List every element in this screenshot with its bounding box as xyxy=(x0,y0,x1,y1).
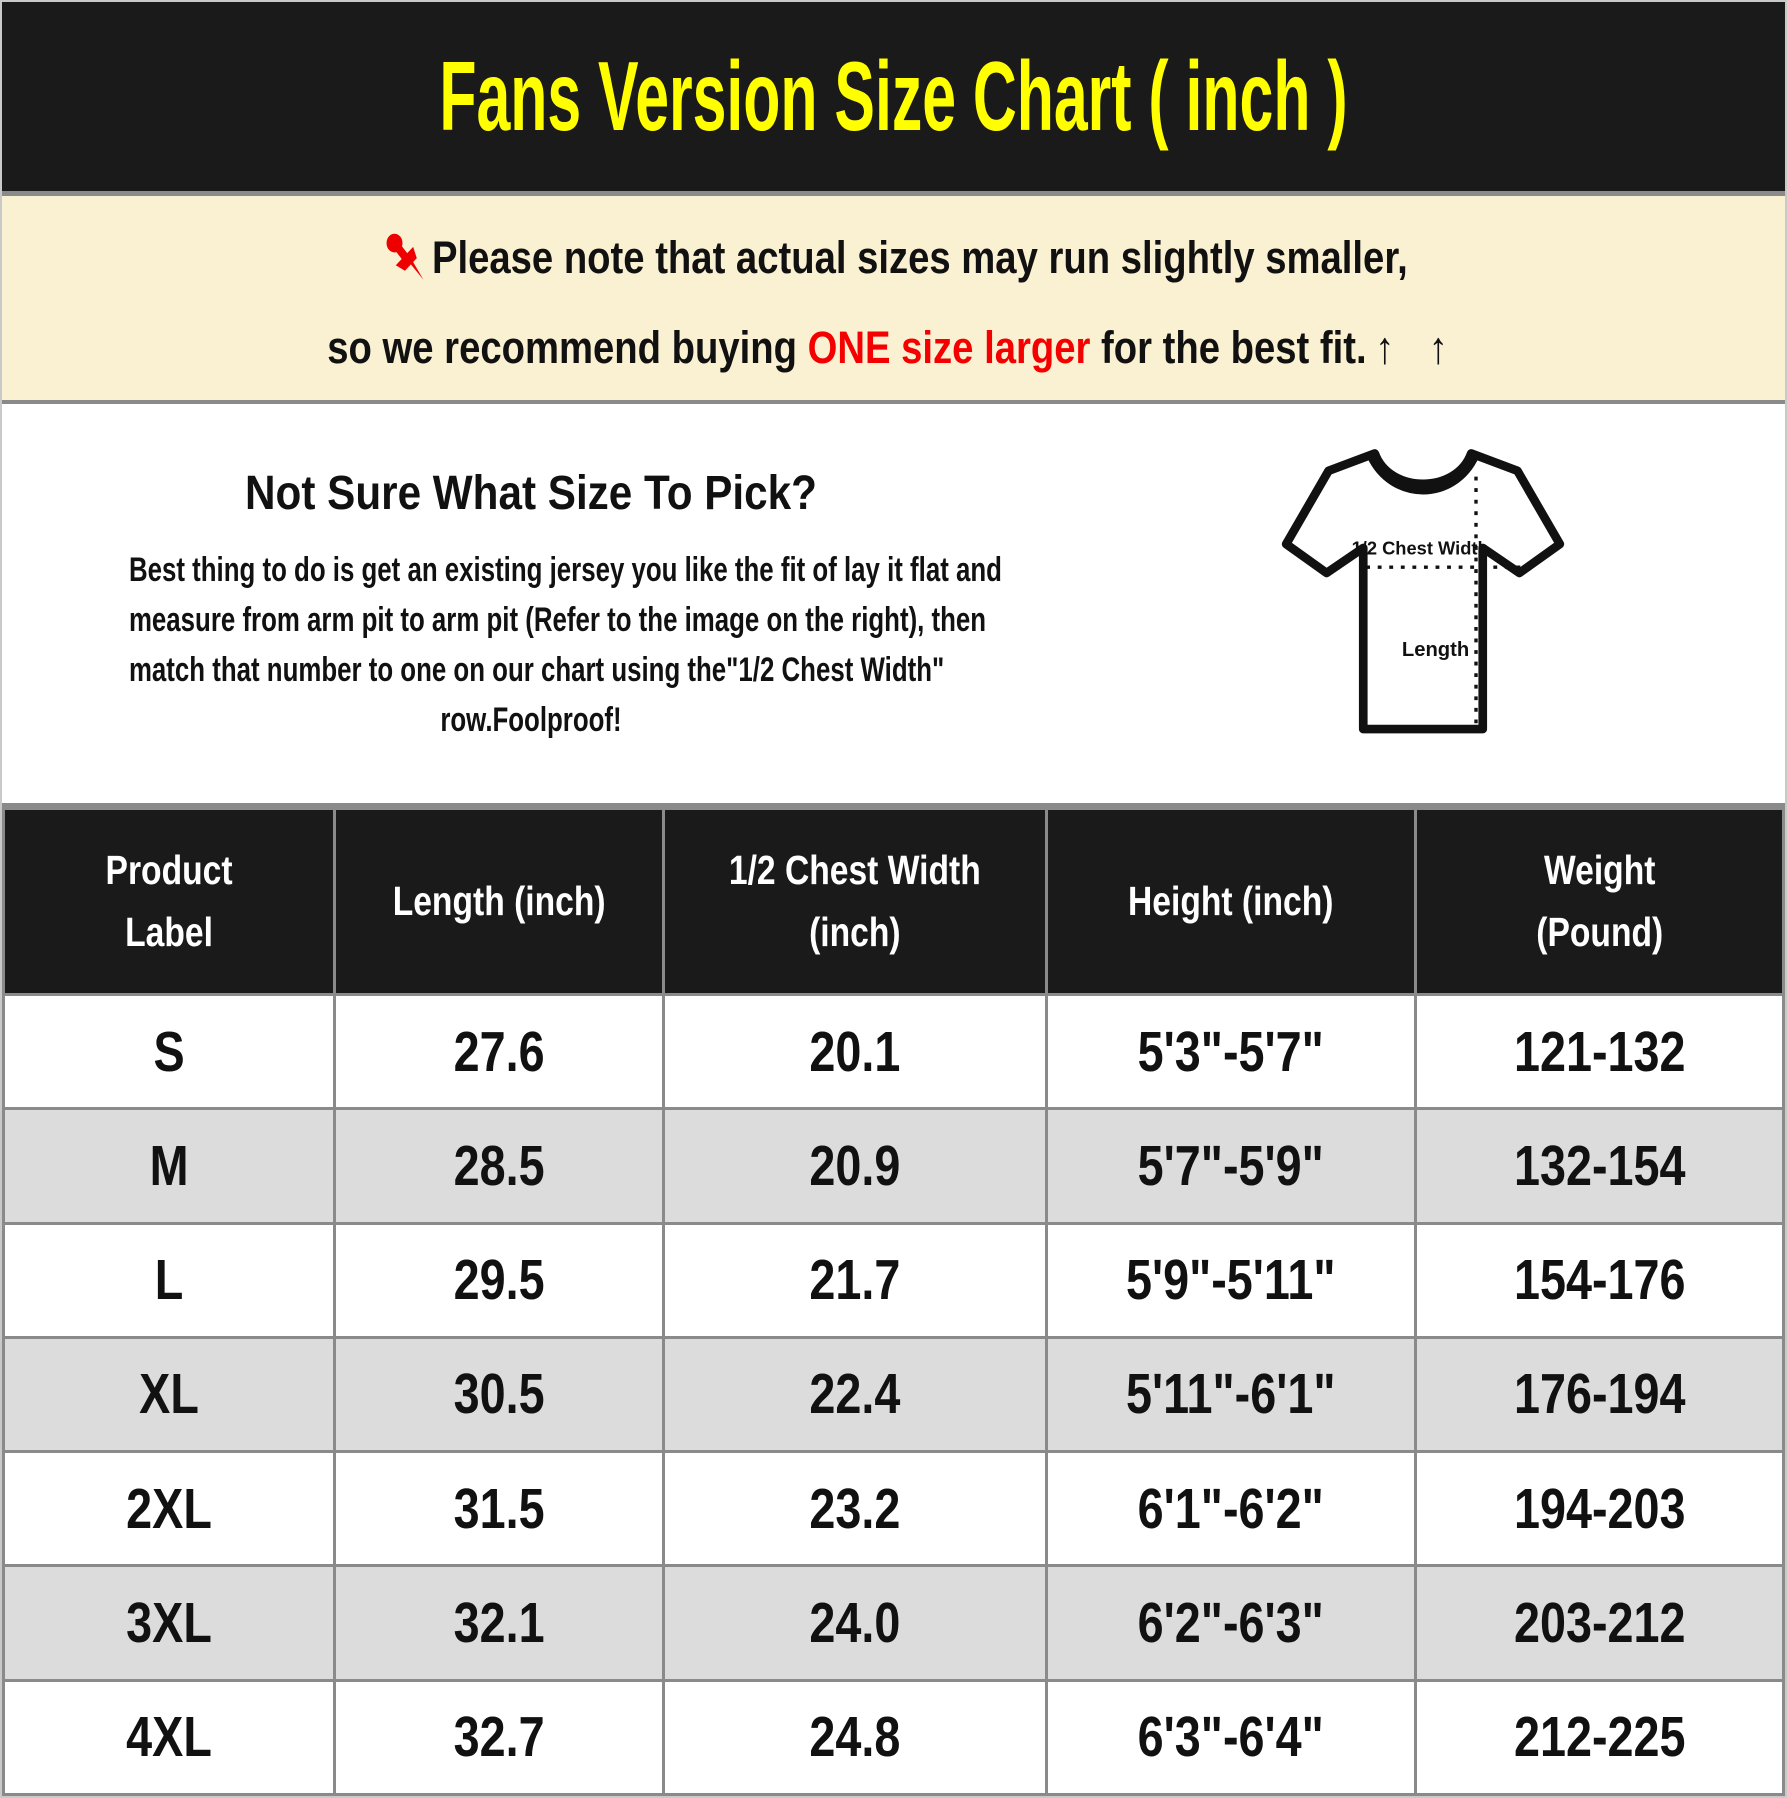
note-line-1: Please note that actual sizes may run sl… xyxy=(136,227,1652,287)
size-value-cell: 6'1"-6'2" xyxy=(1045,1450,1417,1568)
size-value-cell: 28.5 xyxy=(333,1107,666,1225)
note-line-2-prefix: so we recommend buying xyxy=(327,321,808,373)
size-value-cell: 20.9 xyxy=(662,1107,1049,1225)
size-value-cell: 5'11"-6'1" xyxy=(1045,1335,1417,1454)
size-label-cell: 2XL xyxy=(2,1450,337,1568)
size-value-cell: 32.1 xyxy=(333,1564,666,1682)
size-guide-text-line: measure from arm pit to arm pit (Refer t… xyxy=(128,601,987,639)
size-value-cell: 212-225 xyxy=(1413,1678,1785,1796)
one-size-larger-highlight: ONE size larger xyxy=(807,321,1091,373)
note-line-2: so we recommend buying ONE size larger f… xyxy=(136,325,1652,370)
size-guide-section: Not Sure What Size To Pick? Best thing t… xyxy=(2,404,1785,807)
size-guide-text-line: Best thing to do is get an existing jers… xyxy=(128,551,1002,589)
chest-width-label: 1/2 Chest Width xyxy=(1351,538,1488,559)
size-label-cell: M xyxy=(2,1107,337,1225)
note-line-2-suffix: for the best fit. xyxy=(1090,321,1367,373)
size-guide-text-block: Not Sure What Size To Pick? Best thing t… xyxy=(2,404,1060,803)
table-row: 3XL 32.1 24.0 6'2"-6'3" 203-212 xyxy=(2,1564,1785,1682)
column-header: Weight (Pound) xyxy=(1413,807,1785,996)
size-value-cell: 27.6 xyxy=(333,992,666,1111)
pushpin-icon xyxy=(379,227,430,287)
tshirt-diagram-area: 1/2 Chest Width Length xyxy=(1060,404,1785,803)
size-value-cell: 20.1 xyxy=(662,992,1049,1111)
size-value-cell: 24.0 xyxy=(662,1564,1049,1682)
size-label-cell: L xyxy=(2,1221,337,1339)
size-value-cell: 21.7 xyxy=(662,1221,1049,1339)
length-label: Length xyxy=(1401,639,1468,661)
size-value-cell: 29.5 xyxy=(333,1221,666,1339)
size-label-cell: 4XL xyxy=(2,1678,337,1796)
size-value-cell: 176-194 xyxy=(1413,1335,1785,1454)
table-row: S 27.6 20.1 5'3"-5'7" 121-132 xyxy=(2,992,1785,1111)
size-guide-text-line: row.Foolproof! xyxy=(440,701,622,739)
table-row: 2XL 31.5 23.2 6'1"-6'2" 194-203 xyxy=(2,1450,1785,1568)
size-value-cell: 6'3"-6'4" xyxy=(1045,1678,1417,1796)
size-value-cell: 22.4 xyxy=(662,1335,1049,1454)
table-row: L 29.5 21.7 5'9"-5'11" 154-176 xyxy=(2,1221,1785,1339)
size-value-cell: 32.7 xyxy=(333,1678,666,1796)
size-guide-heading: Not Sure What Size To Pick? xyxy=(245,467,817,520)
size-value-cell: 5'7"-5'9" xyxy=(1045,1107,1417,1225)
table-row: M 28.5 20.9 5'7"-5'9" 132-154 xyxy=(2,1107,1785,1225)
size-table: Product Label Length (inch) 1/2 Chest Width… xyxy=(2,807,1785,1796)
size-value-cell: 6'2"-6'3" xyxy=(1045,1564,1417,1682)
table-row: 4XL 32.7 24.8 6'3"-6'4" 212-225 xyxy=(2,1678,1785,1796)
column-header: Height (inch) xyxy=(1045,807,1417,996)
size-value-cell: 5'3"-5'7" xyxy=(1045,992,1417,1111)
title-bar: Fans Version Size Chart ( inch ) xyxy=(2,2,1785,191)
page-title: Fans Version Size Chart ( inch ) xyxy=(439,41,1348,151)
size-value-cell: 121-132 xyxy=(1413,992,1785,1111)
up-arrows-icon: ↑ ↑ xyxy=(1375,321,1460,373)
size-value-cell: 5'9"-5'11" xyxy=(1045,1221,1417,1339)
column-header: 1/2 Chest Width (inch) xyxy=(662,807,1049,996)
tshirt-diagram-icon: 1/2 Chest Width Length xyxy=(1281,449,1564,734)
size-value-cell: 24.8 xyxy=(662,1678,1049,1796)
column-header: Length (inch) xyxy=(333,807,666,996)
size-value-cell: 194-203 xyxy=(1413,1450,1785,1568)
column-header: Product Label xyxy=(2,807,337,996)
size-value-cell: 203-212 xyxy=(1413,1564,1785,1682)
size-label-cell: 3XL xyxy=(2,1564,337,1682)
size-label-cell: S xyxy=(2,992,337,1111)
table-row: XL 30.5 22.4 5'11"-6'1" 176-194 xyxy=(2,1335,1785,1454)
header-row: Product Label Length (inch) 1/2 Chest Width… xyxy=(2,807,1785,996)
note-banner: Please note that actual sizes may run sl… xyxy=(2,191,1785,404)
note-line-1-text: Please note that actual sizes may run sl… xyxy=(431,231,1408,283)
table-head: Product Label Length (inch) 1/2 Chest Width… xyxy=(2,807,1785,996)
size-label-cell: XL xyxy=(2,1335,337,1454)
size-value-cell: 31.5 xyxy=(333,1450,666,1568)
size-value-cell: 132-154 xyxy=(1413,1107,1785,1225)
size-value-cell: 154-176 xyxy=(1413,1221,1785,1339)
size-value-cell: 23.2 xyxy=(662,1450,1049,1568)
size-table-wrap: Product Label Length (inch) 1/2 Chest Width… xyxy=(2,807,1785,1796)
size-guide-text-line: match that number to one on our chart us… xyxy=(128,651,945,689)
table-body: S 27.6 20.1 5'3"-5'7" 121-132 M 28.5 20.9 5'7"-5… xyxy=(2,992,1785,1796)
size-value-cell: 30.5 xyxy=(333,1335,666,1454)
